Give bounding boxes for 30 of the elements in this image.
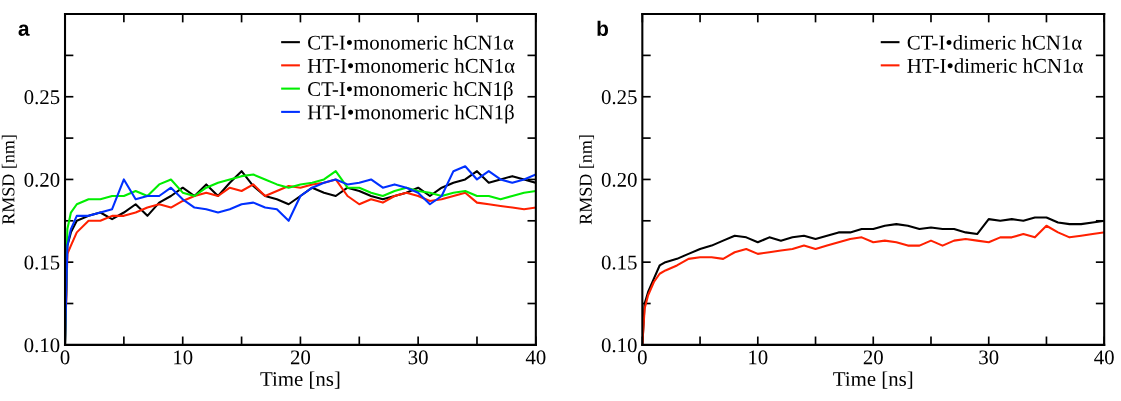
y-tick-label: 0.20 <box>601 172 637 187</box>
legend-label: CT-I•dimeric hCN1α <box>907 35 1082 50</box>
y-tick-label: 0.15 <box>24 255 60 270</box>
x-tick-label: 30 <box>979 350 999 365</box>
x-tick-label: 20 <box>863 350 883 365</box>
x-tick-label: 40 <box>1094 350 1114 365</box>
legend-label: HT-I•monomeric hCN1β <box>307 104 514 124</box>
x-tick-label: 30 <box>408 350 428 365</box>
x-tick-label: 10 <box>174 350 193 365</box>
x-tick-label: 40 <box>525 350 546 365</box>
legend-label: HT-I•monomeric hCN1α <box>307 58 515 73</box>
y-tick-label: 0.20 <box>24 172 60 187</box>
x-tick-label: 0 <box>60 350 70 365</box>
y-tick-label: 0.25 <box>24 90 60 105</box>
x-tick-label: 20 <box>290 350 311 365</box>
x-axis-title: Time [ns] <box>260 371 340 389</box>
y-axis-title: RMSD [nm] <box>579 135 595 225</box>
y-axis-title: RMSD [nm] <box>1 135 17 225</box>
y-tick-label: 0.25 <box>601 90 637 105</box>
text: b <box>597 20 609 36</box>
x-tick-label: 10 <box>749 350 768 365</box>
legend-label: CT-I•monomeric hCN1α <box>308 35 514 50</box>
x-axis-title: Time [ns] <box>833 371 913 389</box>
legend-label: HT-I•dimeric hCN1α <box>907 58 1083 73</box>
legend-label: CT-I•monomeric hCN1β <box>308 81 513 101</box>
text: a <box>18 24 30 36</box>
y-tick-label: 0.10 <box>601 338 637 353</box>
x-tick-label: 0 <box>637 350 647 365</box>
y-tick-label: 0.15 <box>601 255 637 270</box>
y-tick-label: 0.10 <box>24 338 60 353</box>
